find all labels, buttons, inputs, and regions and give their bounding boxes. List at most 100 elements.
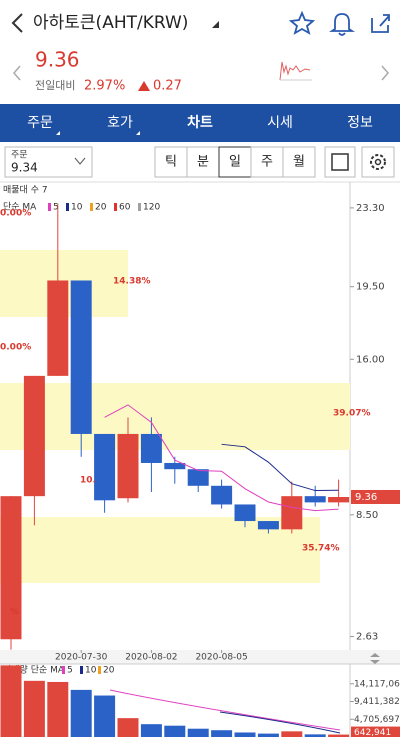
ma-period: 5 (53, 203, 59, 213)
band-annotation: 0.00% (0, 343, 31, 353)
ma-swatch (114, 203, 117, 211)
tab[interactable]: 호가 (107, 115, 133, 131)
candle-body (257, 521, 279, 530)
header-bg (0, 0, 400, 100)
settings-button[interactable] (361, 146, 395, 178)
tab[interactable]: 차트 (187, 115, 213, 131)
ma-line (104, 404, 339, 512)
back-button[interactable] (11, 13, 23, 33)
date-label: 2020-08-05 (195, 653, 247, 663)
volume-bar (117, 718, 139, 737)
volume-bar (0, 665, 22, 737)
band-annotation: 10. (80, 476, 96, 486)
last-volume-label: 642,941 (354, 728, 391, 737)
draw-button[interactable] (324, 146, 356, 178)
period-label: 틱 (165, 155, 177, 170)
candle-body (304, 496, 326, 503)
candle-body (70, 280, 92, 434)
y-tick-label: 9,411,382 (354, 697, 400, 707)
change: 0.27 (153, 79, 182, 94)
ma-swatch (48, 203, 51, 211)
select-arrow (74, 157, 86, 165)
change-pct: 2.97% (84, 79, 125, 94)
volume-bar (211, 730, 233, 737)
ma-period: 60 (119, 203, 131, 213)
next-button[interactable] (381, 65, 389, 81)
settings-icon (370, 154, 386, 170)
draw-icon (331, 153, 349, 171)
band-annotation: 0.00% (0, 209, 31, 219)
candle-body (117, 433, 139, 499)
resize-handle[interactable] (370, 653, 380, 664)
tab[interactable]: 시세 (267, 115, 293, 131)
volume-ma-line (219, 711, 341, 734)
volume-ma-line (109, 689, 341, 731)
volume-bar (281, 731, 303, 737)
change-label: 전일대비 (35, 78, 75, 92)
last-price-label: 9.36 (355, 492, 377, 503)
volume-bar (140, 724, 162, 737)
last-volume-box (351, 726, 400, 737)
period-label: 월 (293, 155, 305, 170)
date-strip (0, 650, 400, 664)
candle-body (234, 504, 256, 522)
volume-bar (23, 680, 45, 737)
ma-period: 20 (95, 203, 107, 213)
period-label: 일 (229, 155, 241, 170)
ma-swatch (62, 666, 65, 674)
band-annotation: % (10, 608, 19, 618)
band-annotation: 35.74% (302, 544, 340, 554)
volume-bar (304, 734, 326, 737)
y-tick-label: 16.00 (356, 354, 385, 365)
band-annotation: 39.07% (333, 409, 371, 419)
last-price-box (351, 489, 400, 504)
period-label: 분 (197, 155, 209, 170)
up-arrow (138, 81, 150, 91)
price: 9.36 (35, 48, 80, 72)
y-tick-label: 4,705,697 (354, 715, 400, 725)
y-tick-label: 14,117,068 (354, 679, 400, 689)
candle-body (281, 496, 303, 530)
period-button[interactable] (282, 146, 316, 178)
settings-icon-core (374, 158, 382, 166)
ma-swatch (90, 203, 93, 211)
favorite-button[interactable] (288, 10, 316, 35)
alert-button[interactable] (329, 13, 355, 36)
coin-title[interactable]: 아하토큰(AHT/KRW) (33, 13, 188, 33)
band-annotation: 14.38% (113, 277, 151, 287)
y-tick-label: 8.50 (356, 510, 378, 521)
y-tick-label: 23.30 (356, 203, 385, 214)
y-tick-label: 19.50 (356, 282, 385, 293)
candle-body (187, 469, 209, 486)
volume-bar (257, 733, 279, 737)
volume-bar (234, 732, 256, 737)
volume-profile-band (0, 383, 350, 450)
tab[interactable]: 정보 (347, 115, 373, 131)
candle-body (94, 433, 116, 501)
period-button[interactable] (154, 146, 188, 178)
volume-bar (187, 728, 209, 737)
period-button[interactable] (218, 146, 252, 178)
select-label: 주문 (11, 150, 28, 161)
ma-swatch (66, 203, 69, 211)
ma-period: 10 (85, 666, 97, 676)
candle-body (47, 280, 69, 376)
tab[interactable]: 주문 (27, 115, 53, 131)
tab-corner (56, 131, 60, 135)
period-label: 주 (261, 155, 273, 170)
candle-body (23, 375, 45, 497)
ma-swatch (138, 203, 141, 211)
ma-period: 10 (71, 203, 83, 213)
legend-title: 매물대 수 7 (3, 185, 48, 196)
prev-button[interactable] (13, 65, 21, 81)
tab-bar (0, 104, 400, 142)
volume-bar (70, 689, 92, 737)
share-button[interactable] (371, 14, 390, 33)
select-box[interactable] (4, 146, 93, 178)
ma-period: 120 (143, 203, 160, 213)
volume-bar (47, 681, 69, 737)
candle-body (211, 485, 233, 505)
y-tick-label: 2.63 (356, 632, 378, 643)
volume-bar (164, 725, 186, 737)
